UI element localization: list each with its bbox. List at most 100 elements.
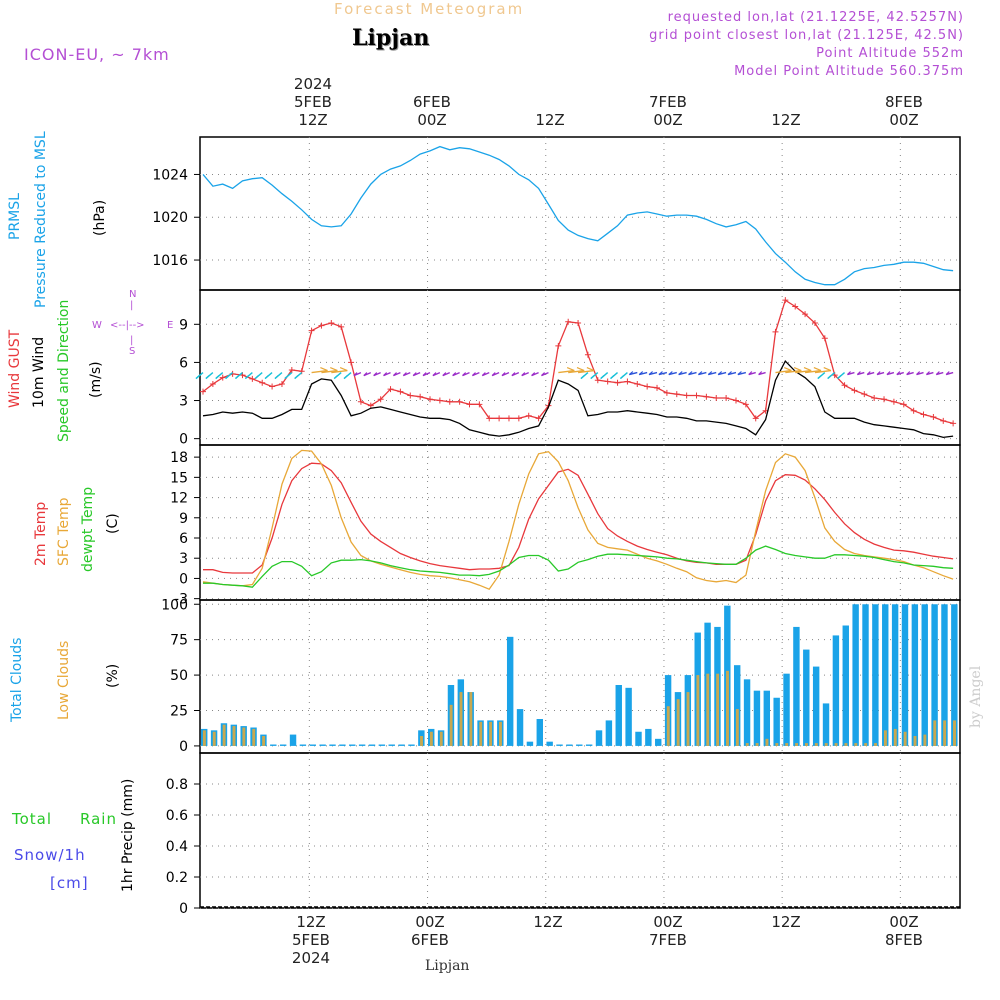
total-cloud-bar	[339, 744, 346, 746]
low-cloud-bar	[814, 743, 818, 746]
wind-arrow-head	[823, 367, 832, 372]
wind-arrow-head	[600, 375, 605, 380]
top-time-2: 00Z	[417, 111, 447, 129]
low-cloud-bar	[755, 743, 759, 746]
gust-marker	[525, 412, 532, 419]
precip-ytick-label: 0	[179, 901, 188, 917]
gust-marker	[802, 311, 809, 318]
total-cloud-bar	[526, 741, 534, 746]
low-cloud-bar	[429, 731, 433, 746]
gust-marker	[890, 398, 897, 405]
gust-marker	[851, 387, 858, 394]
total-cloud-bar	[743, 679, 751, 746]
total-cloud-bar	[822, 703, 830, 746]
wind-arrow-head	[748, 371, 753, 376]
total-cloud-bar	[309, 744, 316, 746]
wind-arrow-head	[945, 371, 950, 376]
pressure-frame	[199, 136, 961, 291]
top-time-6: 00Z	[889, 111, 919, 129]
top-time-4: 00Z	[653, 111, 683, 129]
total-cloud-bar	[329, 744, 336, 746]
gust-marker	[723, 394, 730, 401]
gust-marker	[348, 359, 355, 366]
total-cloud-bar	[901, 604, 909, 746]
total-cloud-bar	[279, 744, 287, 746]
wind-arrow	[814, 369, 832, 374]
wind-arrow-head	[412, 372, 417, 377]
wind-arrow-head	[668, 371, 673, 376]
compass-n: N	[129, 289, 137, 300]
low-cloud-bar	[499, 721, 502, 746]
gust-marker	[397, 388, 404, 395]
wind-arrow-head	[339, 367, 348, 372]
total-cloud-bar	[289, 734, 297, 746]
total-cloud-bar	[536, 719, 543, 746]
gust-marker	[496, 415, 503, 422]
wind-arrow-head	[205, 375, 210, 380]
gust-marker	[555, 342, 562, 349]
wind-arrow-head	[648, 371, 654, 376]
wind-arrow-head	[628, 371, 634, 376]
total-cloud-bar	[378, 744, 386, 746]
total-cloud-bar	[388, 744, 395, 746]
total-cloud-bar	[506, 636, 514, 746]
footer-station: Lipjan	[425, 958, 470, 974]
wind-arrow-head	[784, 367, 792, 372]
total-cloud-bar	[625, 687, 632, 746]
gust-marker	[308, 327, 315, 334]
bot-date-6: 8FEB	[885, 931, 923, 949]
gust-marker	[417, 393, 424, 400]
wind-arrow-head	[274, 375, 279, 380]
wind-arrow	[558, 369, 575, 374]
top-date-4: 7FEB	[649, 93, 687, 111]
wind-arrow-head	[442, 372, 447, 377]
wind-arrow	[331, 369, 348, 374]
gust-marker	[318, 322, 325, 329]
low-cloud-bar	[726, 670, 729, 746]
gust-marker	[515, 415, 522, 422]
gust-marker	[821, 335, 828, 342]
total-cloud-bar	[812, 666, 820, 746]
wind-arrow-head	[320, 367, 328, 372]
total-cloud-bar	[595, 730, 603, 746]
wind-arrow-head	[717, 371, 723, 376]
wind-arrow-head	[541, 372, 546, 377]
compass-bar-top: |	[130, 300, 134, 311]
low-cloud-bar	[933, 720, 937, 746]
wind-arrow-head	[817, 375, 822, 380]
precip-ytick-label: 0.2	[166, 870, 188, 886]
precip-ytick-label: 0.8	[166, 777, 188, 793]
gust-marker	[930, 414, 937, 421]
gust-marker	[614, 379, 621, 386]
gust-marker	[792, 303, 799, 310]
wind-arrow-head	[580, 375, 585, 380]
gust-marker	[407, 392, 414, 399]
low-cloud-bar	[864, 743, 868, 746]
total-cloud-bar	[615, 685, 622, 746]
gust-marker	[920, 411, 927, 418]
wind-arrow-head	[432, 372, 437, 377]
wind-arrow-head	[215, 375, 220, 380]
wind-arrow-head	[235, 375, 240, 380]
wind-arrow-head	[576, 367, 585, 372]
low-cloud-bar	[883, 730, 887, 746]
total-cloud-bar	[556, 744, 563, 746]
total-cloud-bar	[585, 744, 593, 746]
wind-arrow	[785, 369, 802, 374]
wind-arrow-head	[793, 367, 802, 372]
wind-arrow-head	[925, 371, 930, 376]
gust-marker	[565, 318, 572, 325]
wind-arrow-head	[586, 367, 595, 372]
wind-arrow-head	[343, 375, 348, 380]
clouds-ytick-label: 0	[179, 739, 188, 755]
total-cloud-bar	[872, 604, 879, 746]
low-cloud-bar	[222, 724, 226, 746]
gust-marker	[288, 367, 295, 374]
low-cloud-bar	[795, 743, 799, 746]
wind-arrow-head	[244, 375, 249, 380]
gust-marker	[584, 351, 591, 358]
total-cloud-bar	[832, 635, 840, 746]
low-cloud-bar	[420, 736, 423, 746]
low-cloud-bar	[893, 728, 897, 746]
